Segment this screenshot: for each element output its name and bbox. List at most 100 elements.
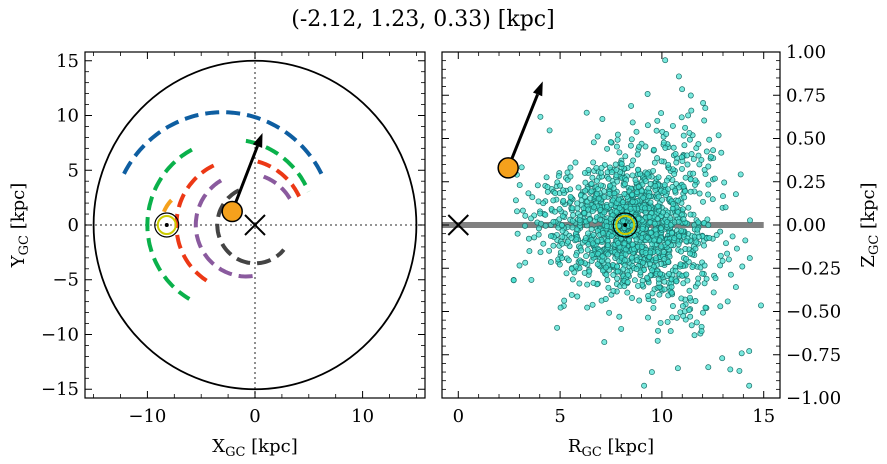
rz-star-point — [556, 261, 563, 268]
rz-star-point — [597, 182, 604, 189]
rz-star-point — [705, 222, 712, 229]
rz-star-point — [616, 313, 623, 320]
rz-star-point — [557, 304, 564, 311]
rz-star-point — [560, 197, 567, 204]
rz-star-point — [661, 278, 668, 285]
rz-star-point — [705, 163, 712, 170]
rz-star-point — [669, 122, 676, 129]
rz-star-point — [570, 212, 577, 219]
rz-ytick-label: 0.50 — [786, 129, 826, 150]
rz-star-point — [565, 257, 572, 264]
rz-star-point — [585, 206, 592, 213]
rz-star-point — [584, 281, 591, 288]
rz-star-point — [587, 195, 594, 202]
rz-star-point — [686, 136, 693, 143]
rz-star-point — [645, 193, 652, 200]
rz-star-point — [705, 181, 712, 188]
rz-star-point — [673, 278, 680, 285]
spiral-arm-2-inner — [145, 147, 193, 301]
rz-star-point — [621, 283, 628, 290]
rz-star-point — [594, 133, 601, 140]
rz-star-point — [738, 350, 745, 357]
rz-star-point — [624, 279, 631, 285]
rz-star-point — [635, 166, 641, 173]
rz-star-point — [572, 159, 579, 166]
rz-star-point — [603, 271, 610, 278]
rz-star-point — [568, 291, 575, 298]
rz-star-point — [717, 252, 724, 259]
rz-ticks: 0 5 10 15 −1.00 −0.75 −0.50 −0.25 0.00 0.25 0.50 0.… — [442, 42, 841, 427]
rz-star-point — [688, 322, 695, 329]
rz-star-point — [682, 246, 689, 252]
rz-star-point — [550, 197, 557, 204]
rz-star-point — [628, 136, 635, 143]
rz-star-point — [610, 271, 617, 278]
spiral-arm-5 — [215, 188, 286, 266]
rz-star-point — [608, 201, 615, 208]
rz-star-point — [681, 194, 688, 201]
rz-star-point — [593, 164, 600, 171]
rz-star-point — [692, 245, 699, 252]
rz-star-point — [526, 248, 533, 255]
rz-star-point — [622, 153, 629, 160]
rz-star-point — [661, 286, 668, 293]
rz-star-point — [723, 240, 729, 247]
rz-star-point — [582, 179, 589, 186]
rz-star-point — [658, 243, 665, 250]
rz-star-point — [702, 304, 709, 311]
rz-star-point — [660, 139, 667, 146]
rz-star-point — [715, 132, 722, 139]
rz-velocity-arrow-head — [532, 81, 543, 97]
rz-star-point — [694, 280, 701, 287]
xy-ytick-label: −5 — [52, 270, 79, 291]
rz-star-point — [719, 257, 726, 264]
rz-star-point — [564, 169, 571, 176]
rz-star-point — [652, 255, 659, 262]
rz-star-point — [575, 184, 582, 191]
rz-star-point — [661, 256, 668, 263]
xy-velocity-arrow-head — [252, 133, 263, 148]
rz-star-point — [518, 164, 525, 171]
rz-star-point — [727, 366, 734, 373]
rz-star-point — [620, 36, 625, 41]
rz-star-point — [680, 183, 687, 190]
rz-star-point — [594, 237, 601, 244]
rz-star-point — [683, 238, 690, 245]
rz-star-point — [678, 154, 685, 161]
rz-star-point — [695, 152, 702, 159]
rz-star-point — [599, 116, 606, 122]
xy-xtick-label: −10 — [128, 406, 166, 427]
rz-star-point — [603, 223, 610, 230]
rz-star-point — [613, 208, 620, 215]
rz-star-point — [610, 287, 617, 294]
rz-star-point — [529, 194, 536, 201]
rz-star-point — [542, 211, 549, 218]
rz-star-point — [555, 173, 562, 180]
rz-star-point — [628, 254, 635, 261]
rz-star-point — [699, 270, 706, 277]
rz-star-point — [651, 220, 658, 227]
rz-star-point — [629, 198, 636, 205]
rz-star-point — [576, 280, 583, 287]
rz-ytick-label: −0.25 — [786, 258, 841, 279]
rz-star-point — [678, 227, 685, 234]
rz-star-point — [732, 191, 739, 198]
xy-sun-marker-ring — [156, 215, 177, 235]
rz-star-point — [569, 224, 576, 231]
xy-plot-area — [85, 52, 425, 398]
rz-star-point — [622, 251, 629, 258]
rz-star-point — [739, 263, 746, 270]
xy-xtick-label: 10 — [351, 406, 374, 427]
rz-star-point — [588, 180, 595, 187]
rz-star-point — [581, 193, 588, 200]
rz-star-point — [701, 262, 708, 269]
rz-star-point — [653, 231, 660, 238]
rz-plot-area — [442, 36, 764, 389]
rz-star-point — [638, 243, 645, 250]
rz-star-point — [724, 298, 731, 305]
rz-star-point — [546, 127, 553, 134]
rz-star-point — [582, 235, 589, 242]
rz-star-point — [705, 191, 712, 198]
rz-star-point — [567, 164, 574, 171]
rz-star-point — [687, 294, 693, 301]
